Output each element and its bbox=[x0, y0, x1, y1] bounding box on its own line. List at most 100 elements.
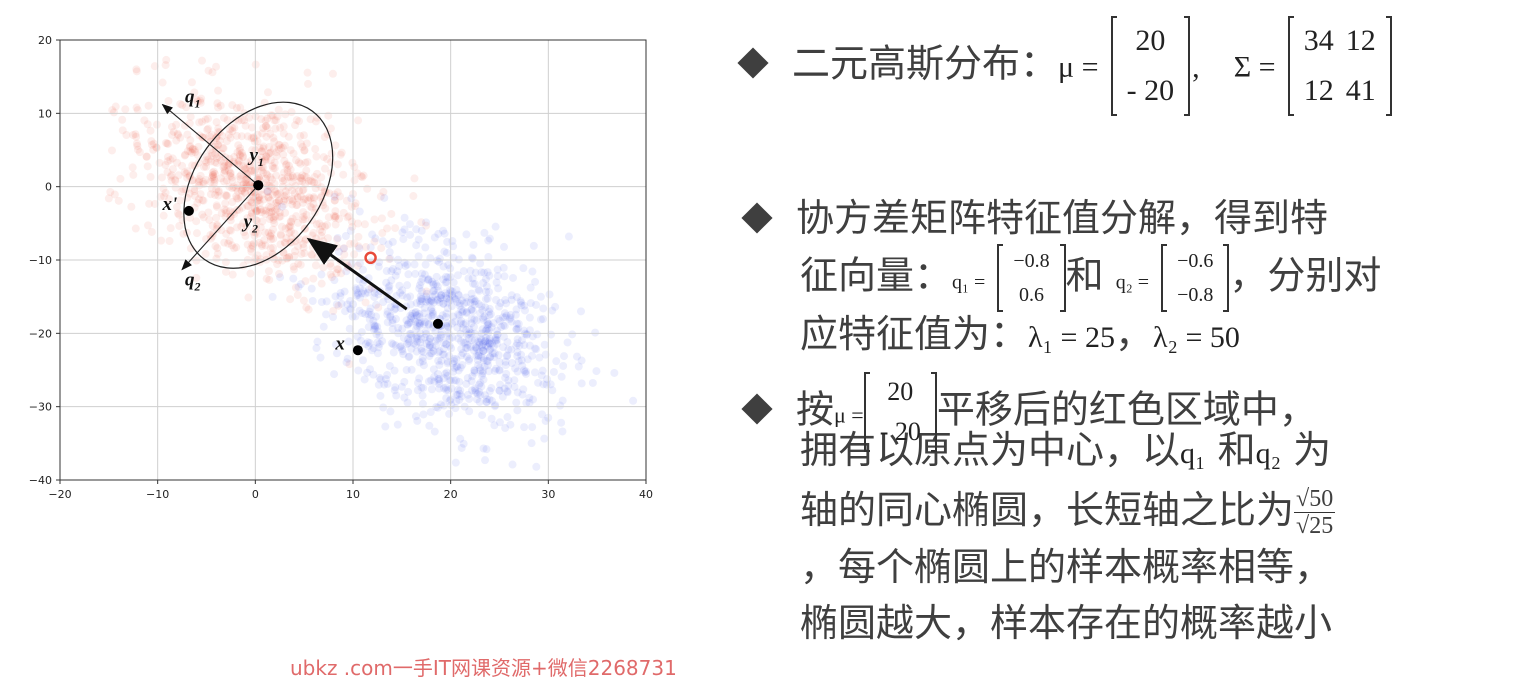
data-point bbox=[541, 416, 550, 425]
data-point bbox=[176, 196, 185, 205]
data-point bbox=[267, 235, 276, 244]
data-point bbox=[532, 345, 541, 354]
data-point bbox=[453, 362, 462, 371]
data-point bbox=[272, 171, 281, 180]
data-point bbox=[474, 361, 483, 370]
data-point bbox=[404, 352, 413, 361]
data-point bbox=[353, 219, 362, 228]
y-tick-label: −30 bbox=[29, 401, 52, 414]
data-point bbox=[243, 214, 252, 223]
data-point bbox=[304, 196, 313, 205]
data-point bbox=[143, 162, 152, 171]
data-point bbox=[306, 194, 315, 203]
data-point bbox=[409, 339, 418, 348]
data-point bbox=[317, 279, 326, 288]
data-point bbox=[266, 148, 275, 157]
data-point bbox=[296, 260, 305, 269]
data-point bbox=[220, 169, 229, 178]
data-point bbox=[450, 363, 459, 372]
data-point bbox=[173, 209, 182, 218]
data-point bbox=[439, 401, 448, 410]
data-point bbox=[394, 323, 403, 332]
data-point bbox=[183, 147, 192, 156]
data-point bbox=[236, 103, 245, 112]
data-point bbox=[472, 343, 481, 352]
data-point bbox=[479, 444, 488, 453]
data-point bbox=[313, 337, 322, 346]
data-point bbox=[289, 274, 298, 283]
data-point bbox=[347, 202, 356, 211]
data-point bbox=[426, 349, 435, 358]
data-point bbox=[195, 181, 204, 190]
data-point bbox=[391, 304, 400, 313]
data-point bbox=[451, 376, 460, 385]
data-point bbox=[250, 168, 259, 177]
data-point bbox=[270, 219, 279, 228]
data-point bbox=[459, 267, 468, 276]
data-point bbox=[331, 207, 340, 216]
data-point bbox=[279, 129, 288, 138]
data-point bbox=[228, 270, 237, 279]
data-point bbox=[418, 357, 427, 366]
data-point bbox=[220, 177, 229, 186]
data-point bbox=[281, 161, 290, 170]
data-point bbox=[204, 66, 213, 75]
data-point bbox=[279, 143, 288, 152]
data-point bbox=[284, 172, 293, 181]
data-point bbox=[467, 319, 476, 328]
data-point bbox=[535, 353, 544, 362]
bullet-eigen: 协方差矩阵特征值分解，得到特 征向量：q₁ = −0.8 0.6 和 q₂ = −0… bbox=[741, 190, 1381, 366]
data-point bbox=[237, 132, 246, 141]
data-point bbox=[425, 421, 434, 430]
data-point bbox=[330, 190, 339, 199]
data-point bbox=[176, 99, 185, 108]
data-point bbox=[280, 176, 289, 185]
data-point bbox=[218, 131, 227, 140]
data-point bbox=[293, 192, 302, 201]
data-point bbox=[239, 179, 248, 188]
data-point bbox=[312, 117, 321, 126]
data-point bbox=[572, 352, 581, 361]
data-point bbox=[435, 374, 444, 383]
data-point bbox=[392, 315, 401, 324]
data-point bbox=[308, 296, 317, 305]
data-point bbox=[192, 229, 201, 238]
data-point bbox=[420, 303, 429, 312]
data-point bbox=[475, 380, 484, 389]
data-point bbox=[270, 158, 279, 167]
data-point bbox=[533, 330, 542, 339]
data-point bbox=[501, 424, 510, 433]
data-point bbox=[507, 317, 516, 326]
data-point bbox=[238, 203, 247, 212]
data-point bbox=[320, 186, 329, 195]
data-point bbox=[291, 283, 300, 292]
data-point bbox=[414, 252, 423, 261]
data-point bbox=[354, 366, 363, 375]
data-point bbox=[199, 213, 208, 222]
data-point bbox=[163, 157, 172, 166]
data-point bbox=[481, 326, 490, 335]
data-point bbox=[334, 265, 343, 274]
data-point bbox=[415, 358, 424, 367]
data-point bbox=[357, 289, 366, 298]
data-point bbox=[502, 311, 511, 320]
data-point bbox=[400, 213, 409, 222]
data-point bbox=[472, 351, 481, 360]
data-point bbox=[520, 423, 529, 432]
data-point bbox=[261, 116, 270, 125]
data-point bbox=[529, 395, 538, 404]
data-point bbox=[387, 339, 396, 348]
data-point bbox=[500, 272, 509, 281]
data-point bbox=[558, 427, 567, 436]
data-point bbox=[385, 361, 394, 370]
data-point bbox=[219, 113, 228, 122]
data-point bbox=[522, 330, 531, 339]
data-point bbox=[183, 167, 192, 176]
data-point bbox=[340, 287, 349, 296]
data-point bbox=[434, 348, 443, 357]
eigenvector-label-1: q1 bbox=[185, 86, 201, 110]
data-point bbox=[262, 251, 271, 260]
data-point bbox=[500, 321, 509, 330]
data-point bbox=[253, 155, 262, 164]
data-point bbox=[478, 369, 487, 378]
